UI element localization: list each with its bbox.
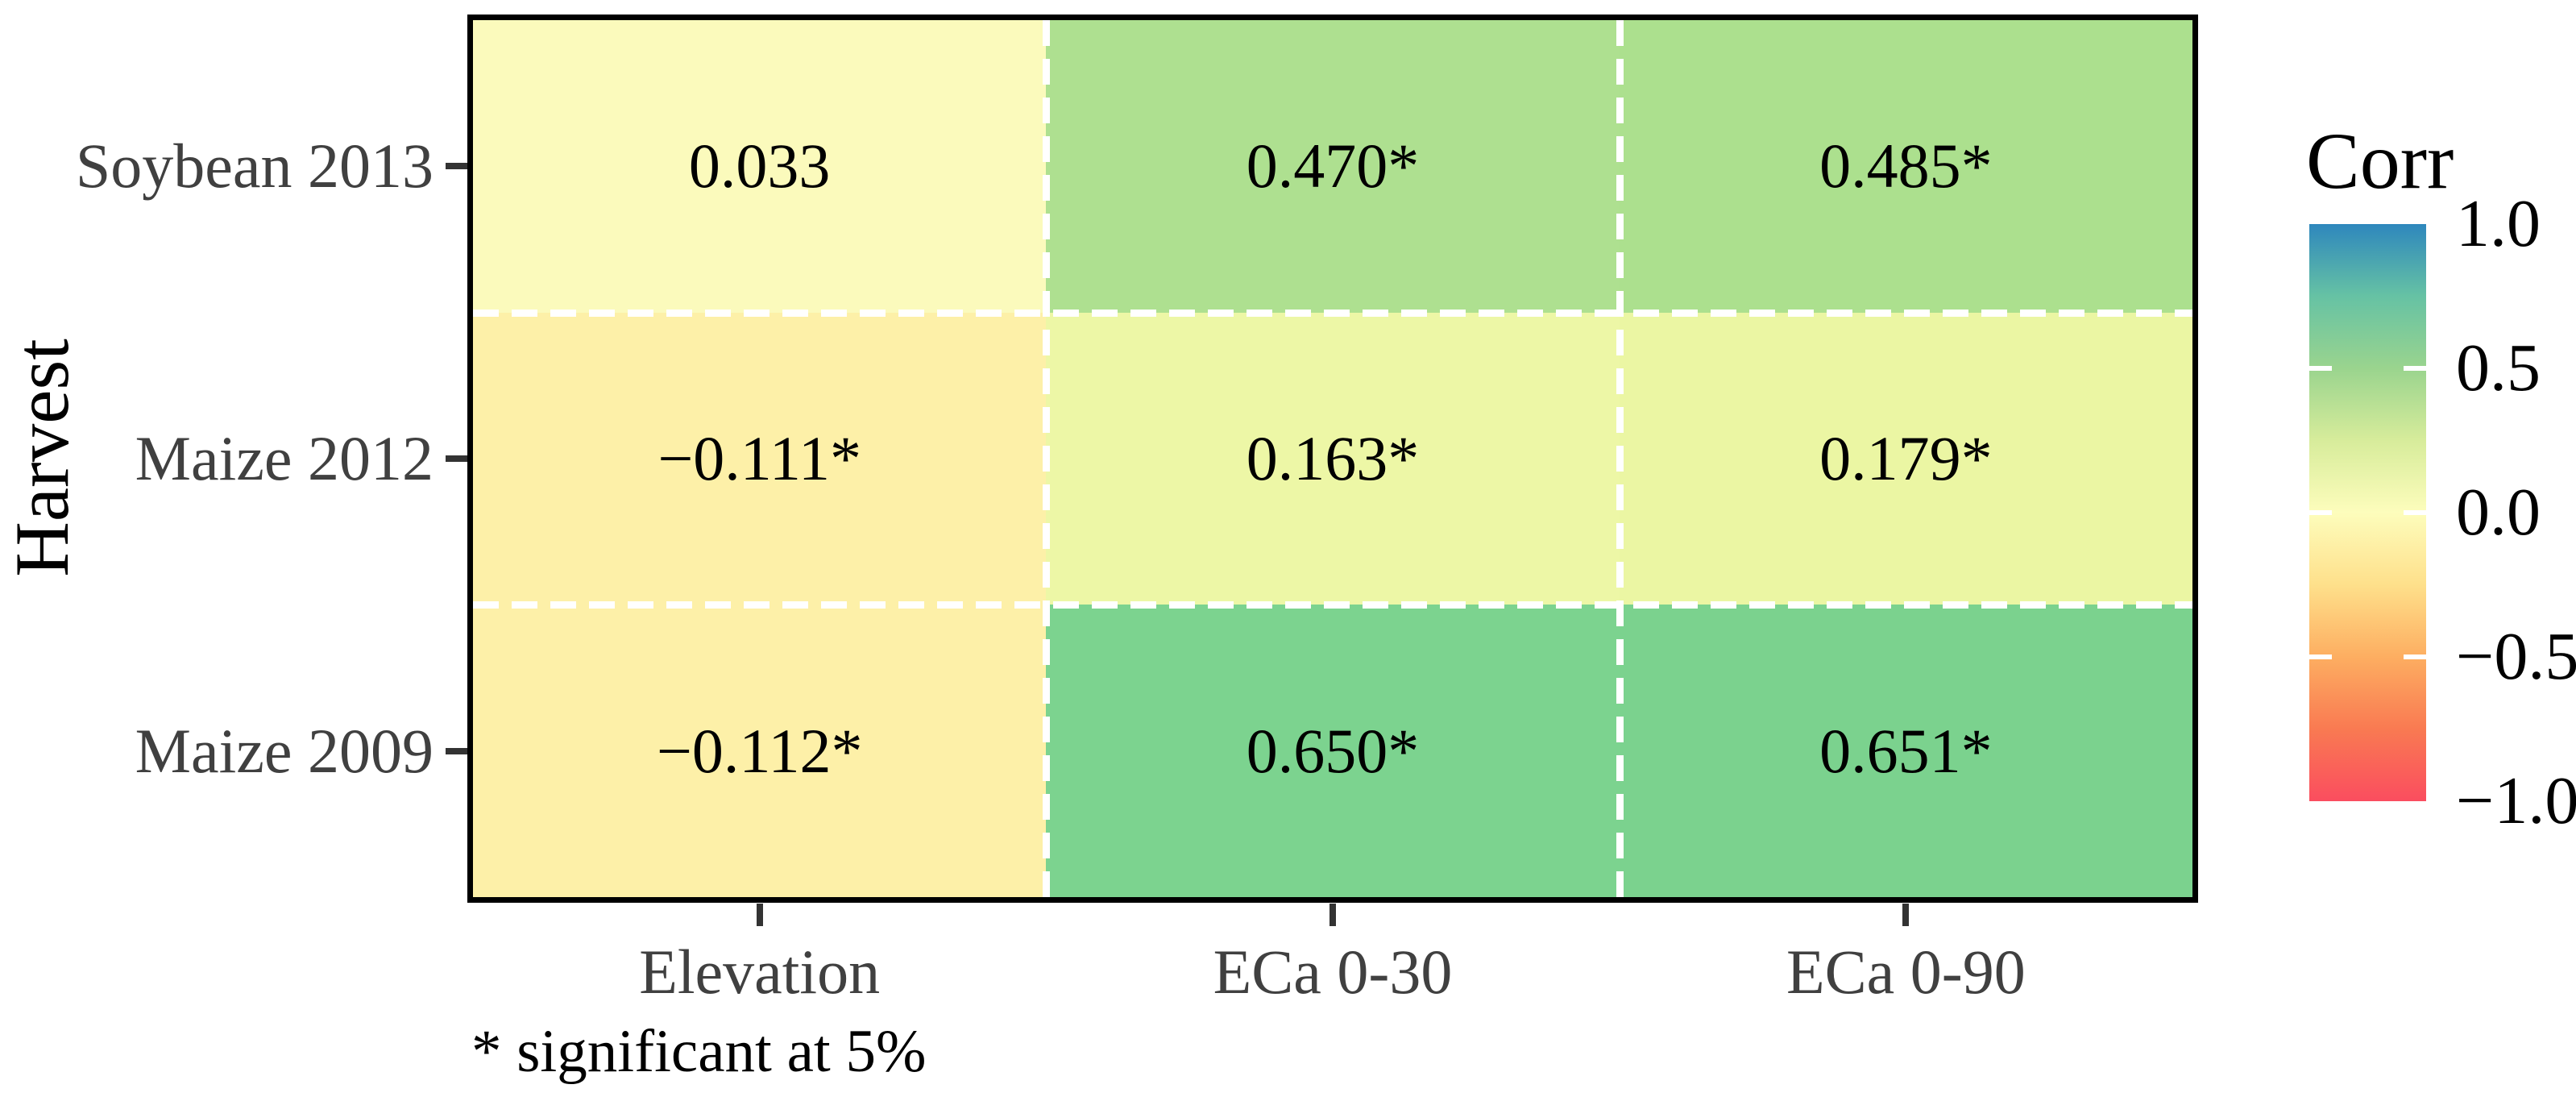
cell-value-label: −0.111* bbox=[657, 422, 862, 493]
heatmap-cell-r3c3: 0.651* bbox=[1619, 605, 2192, 897]
heatmap-cell-r3c2: 0.650* bbox=[1046, 605, 1620, 897]
x-axis-tick bbox=[1902, 904, 1910, 926]
y-axis-tick bbox=[446, 747, 467, 754]
y-axis-title: Harvest bbox=[0, 339, 85, 577]
heatmap-cells: 0.033 0.470* 0.485* −0.111* 0.163* 0.179* −0.1… bbox=[473, 20, 2192, 897]
legend-bar-tick bbox=[2309, 510, 2332, 515]
heatmap-cell-r2c1: −0.111* bbox=[473, 312, 1047, 605]
x-axis-tick bbox=[756, 904, 763, 926]
legend-bar-tick bbox=[2309, 366, 2332, 371]
y-axis-label: Maize 2009 bbox=[135, 715, 433, 786]
x-axis-label: ECa 0-90 bbox=[1786, 937, 2026, 1007]
cell-value-label: 0.470* bbox=[1246, 131, 1420, 202]
heatmap-panel: 0.033 0.470* 0.485* −0.111* 0.163* 0.179* −0.1… bbox=[467, 15, 2198, 903]
legend-bar-tick bbox=[2404, 654, 2426, 659]
cell-value-label: 0.650* bbox=[1246, 715, 1420, 786]
legend-tick-label: 0.0 bbox=[2456, 475, 2541, 550]
y-axis-label: Maize 2012 bbox=[135, 423, 433, 493]
legend-bar-tick bbox=[2404, 366, 2426, 371]
cell-value-label: 0.033 bbox=[688, 131, 831, 202]
cell-value-label: 0.485* bbox=[1819, 131, 1993, 202]
x-axis-label: ECa 0-30 bbox=[1213, 937, 1453, 1007]
y-axis-tick bbox=[446, 455, 467, 462]
heatmap-cell-r2c2: 0.163* bbox=[1046, 312, 1620, 605]
legend-bar-tick bbox=[2309, 654, 2332, 659]
legend-colorbar bbox=[2309, 224, 2426, 801]
cell-value-label: −0.112* bbox=[656, 715, 863, 786]
legend-tick-label: 0.5 bbox=[2456, 330, 2541, 405]
x-axis-label: Elevation bbox=[639, 937, 881, 1007]
significance-footnote: * significant at 5% bbox=[471, 1018, 927, 1085]
cell-value-label: 0.651* bbox=[1819, 715, 1993, 786]
legend-bar-tick bbox=[2404, 510, 2426, 515]
cell-value-label: 0.163* bbox=[1246, 422, 1420, 493]
heatmap-cell-r1c3: 0.485* bbox=[1619, 20, 2192, 313]
x-axis-tick bbox=[1329, 904, 1336, 926]
legend-title: Corr bbox=[2306, 116, 2454, 206]
legend-tick-label: −0.5 bbox=[2456, 619, 2576, 694]
heatmap-cell-r1c1: 0.033 bbox=[473, 20, 1047, 313]
legend-tick-label: 1.0 bbox=[2456, 186, 2541, 261]
heatmap-cell-r1c2: 0.470* bbox=[1046, 20, 1620, 313]
heatmap-cell-r3c1: −0.112* bbox=[473, 605, 1047, 897]
heatmap-cell-r2c3: 0.179* bbox=[1619, 312, 2192, 605]
legend-tick-label: −1.0 bbox=[2456, 763, 2576, 838]
y-axis-label: Soybean 2013 bbox=[75, 131, 433, 202]
cell-value-label: 0.179* bbox=[1819, 422, 1993, 493]
y-axis-tick bbox=[446, 163, 467, 170]
